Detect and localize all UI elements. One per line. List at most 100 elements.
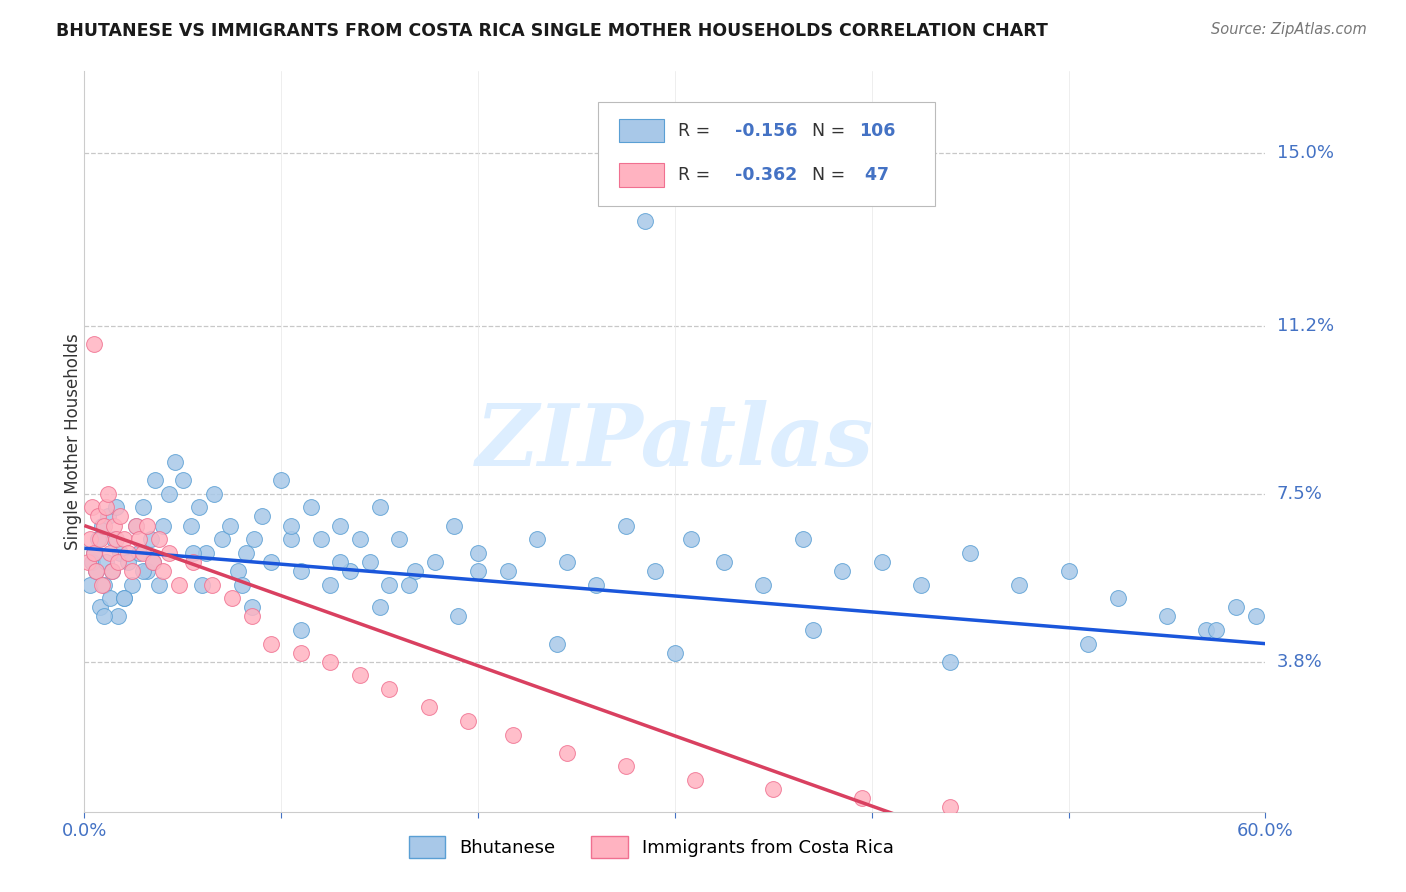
Point bbox=[1244, 609, 1267, 624]
Point bbox=[112, 591, 135, 606]
Point bbox=[180, 518, 202, 533]
Point bbox=[87, 532, 110, 546]
Point bbox=[939, 800, 962, 814]
Point bbox=[349, 668, 371, 682]
Point bbox=[349, 532, 371, 546]
Point bbox=[195, 546, 218, 560]
Point bbox=[240, 609, 263, 624]
Point bbox=[93, 577, 115, 591]
Point bbox=[319, 577, 342, 591]
Point bbox=[136, 564, 159, 578]
Point bbox=[1008, 577, 1031, 591]
Point bbox=[157, 546, 180, 560]
Point bbox=[148, 532, 170, 546]
Point bbox=[762, 782, 785, 797]
Point bbox=[142, 555, 165, 569]
Text: N =: N = bbox=[811, 166, 845, 184]
Point bbox=[368, 600, 391, 615]
Point bbox=[270, 473, 292, 487]
Point bbox=[108, 546, 131, 560]
Point bbox=[93, 609, 115, 624]
Point bbox=[181, 555, 204, 569]
Point bbox=[219, 518, 242, 533]
Point bbox=[152, 518, 174, 533]
Text: 11.2%: 11.2% bbox=[1277, 317, 1334, 334]
Point bbox=[91, 518, 114, 533]
Point bbox=[128, 546, 150, 560]
Point bbox=[388, 532, 411, 546]
Point bbox=[117, 555, 139, 569]
Point bbox=[89, 532, 111, 546]
Point bbox=[128, 532, 150, 546]
Point bbox=[191, 577, 214, 591]
Text: 106: 106 bbox=[859, 121, 896, 139]
Text: 47: 47 bbox=[859, 166, 889, 184]
FancyBboxPatch shape bbox=[620, 163, 664, 186]
Point bbox=[496, 564, 519, 578]
Point bbox=[555, 555, 578, 569]
Point bbox=[423, 555, 446, 569]
Point bbox=[339, 564, 361, 578]
FancyBboxPatch shape bbox=[620, 119, 664, 143]
Point bbox=[84, 564, 107, 578]
Point bbox=[112, 591, 135, 606]
Text: R =: R = bbox=[679, 121, 716, 139]
Point bbox=[585, 577, 607, 591]
Point bbox=[101, 564, 124, 578]
Point bbox=[664, 646, 686, 660]
Point bbox=[132, 546, 155, 560]
Point bbox=[614, 518, 637, 533]
Point bbox=[101, 564, 124, 578]
Point bbox=[260, 637, 283, 651]
Point bbox=[94, 500, 117, 515]
Point bbox=[457, 714, 479, 728]
Point bbox=[93, 518, 115, 533]
Point bbox=[290, 623, 312, 637]
Legend: Bhutanese, Immigrants from Costa Rica: Bhutanese, Immigrants from Costa Rica bbox=[402, 830, 901, 865]
Point bbox=[290, 564, 312, 578]
Point bbox=[359, 555, 381, 569]
Point bbox=[235, 546, 257, 560]
Point bbox=[1077, 637, 1099, 651]
Point bbox=[107, 555, 129, 569]
Point bbox=[309, 532, 332, 546]
Point bbox=[378, 682, 401, 697]
Point bbox=[172, 473, 194, 487]
Text: R =: R = bbox=[679, 166, 716, 184]
Text: N =: N = bbox=[811, 121, 845, 139]
Point bbox=[97, 509, 120, 524]
Point bbox=[121, 577, 143, 591]
Point bbox=[142, 555, 165, 569]
Point bbox=[211, 532, 233, 546]
Point bbox=[124, 518, 146, 533]
Point bbox=[152, 564, 174, 578]
Point bbox=[502, 727, 524, 741]
Point bbox=[143, 473, 166, 487]
Point bbox=[260, 555, 283, 569]
Point bbox=[851, 791, 873, 805]
Point bbox=[202, 487, 225, 501]
Point bbox=[329, 555, 352, 569]
Point bbox=[103, 518, 125, 533]
Point bbox=[117, 546, 139, 560]
Point bbox=[132, 500, 155, 515]
Point bbox=[107, 609, 129, 624]
Point bbox=[644, 564, 666, 578]
Point bbox=[82, 555, 104, 569]
Point bbox=[79, 577, 101, 591]
Text: 3.8%: 3.8% bbox=[1277, 653, 1322, 671]
Point bbox=[299, 500, 322, 515]
Point bbox=[250, 509, 273, 524]
Y-axis label: Single Mother Households: Single Mother Households bbox=[65, 334, 82, 549]
Point bbox=[959, 546, 981, 560]
Point bbox=[83, 337, 105, 351]
Point bbox=[157, 487, 180, 501]
Point bbox=[98, 546, 121, 560]
Point bbox=[148, 577, 170, 591]
Point bbox=[713, 555, 735, 569]
Point bbox=[467, 546, 489, 560]
Point bbox=[526, 532, 548, 546]
Point bbox=[84, 564, 107, 578]
Point bbox=[752, 577, 775, 591]
Point bbox=[467, 564, 489, 578]
